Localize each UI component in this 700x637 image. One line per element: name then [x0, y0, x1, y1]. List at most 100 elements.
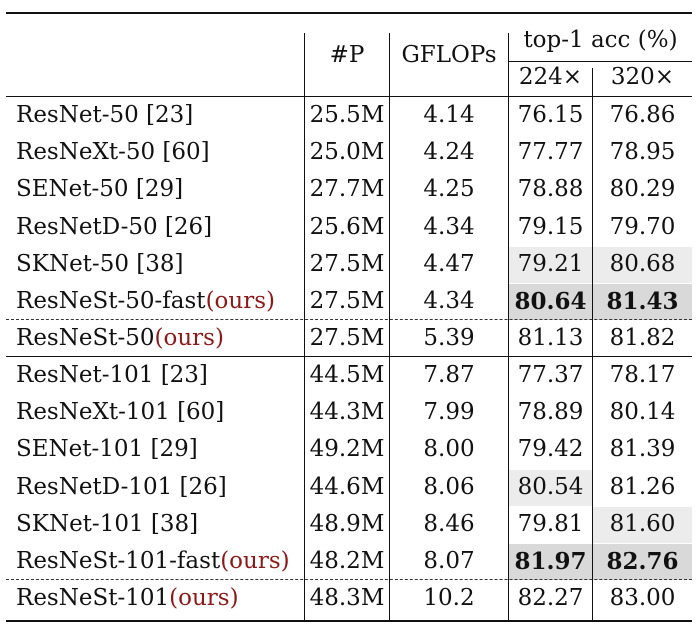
highlight-acc224: [509, 544, 592, 581]
model-name-text: ResNeSt-50-fast: [16, 288, 206, 314]
cell-gflops: 4.34: [423, 213, 475, 240]
model-name-text: ResNetD-50 [26]: [16, 213, 213, 240]
model-name-text: ResNeSt-50: [16, 325, 155, 352]
cell-gflops: 7.87: [423, 362, 475, 388]
cell-acc224: 78.89: [517, 399, 584, 426]
cell-acc320: 78.95: [609, 139, 676, 166]
model-name-text: ResNeSt-101: [16, 585, 170, 612]
cell-gflops: 5.39: [423, 325, 475, 352]
ours-tag: (ours): [169, 585, 239, 612]
cell-gflops: 7.99: [423, 399, 475, 426]
cell-acc320: 80.68: [609, 250, 676, 277]
highlight-acc224: [509, 469, 592, 506]
highlight-acc224: [509, 284, 592, 321]
cell-acc224: 80.54: [517, 473, 584, 500]
model-name-text: ResNeXt-50 [60]: [16, 139, 210, 166]
cell-params: 48.2M: [309, 548, 385, 574]
cell-acc224: 80.64: [514, 288, 587, 315]
ours-tag: (ours): [154, 325, 224, 352]
cell-params: 48.3M: [309, 585, 385, 612]
header-gflops: GFLOPs: [401, 42, 497, 68]
cell-gflops: 8.07: [423, 548, 475, 574]
cell-params: 25.0M: [309, 139, 385, 166]
cell-acc224: 79.21: [517, 250, 584, 277]
cell-params: 27.5M: [309, 288, 385, 314]
model-name: ResNeSt-50(ours): [16, 320, 304, 357]
highlight-acc320: [593, 284, 692, 321]
header-res-224: 224×: [518, 64, 583, 90]
cell-acc224: 79.81: [517, 510, 584, 537]
cell-gflops: 8.06: [423, 473, 475, 500]
cell-acc320: 82.76: [606, 548, 679, 575]
cell-gflops: 4.14: [423, 102, 475, 128]
model-name: ResNetD-50 [26]: [16, 209, 304, 246]
cell-acc320: 80.29: [609, 176, 676, 203]
cell-acc320: 81.82: [609, 325, 676, 352]
cell-params: 25.6M: [309, 213, 385, 240]
model-name: SKNet-101 [38]: [16, 506, 304, 543]
cell-acc320: 81.26: [609, 473, 676, 500]
model-name-text: ResNet-50 [23]: [16, 102, 194, 128]
highlight-acc320: [593, 506, 692, 543]
cell-gflops: 8.00: [423, 436, 475, 463]
bottom-rule: [6, 620, 692, 623]
cell-acc320: 79.70: [609, 213, 676, 240]
cell-acc224: 81.97: [514, 548, 587, 575]
cell-params: 44.5M: [309, 362, 385, 388]
cell-acc320: 81.39: [609, 436, 676, 463]
cell-acc224: 79.42: [517, 436, 584, 463]
model-name: SENet-101 [29]: [16, 431, 304, 468]
cell-params: 49.2M: [309, 436, 385, 463]
ours-tag: (ours): [220, 548, 290, 574]
cell-acc224: 77.77: [517, 139, 584, 166]
col-divider-name: [304, 33, 306, 620]
cell-params: 44.3M: [309, 399, 385, 426]
cell-gflops: 4.34: [423, 288, 475, 314]
model-name-text: SKNet-50 [38]: [16, 250, 184, 277]
model-name: ResNeXt-101 [60]: [16, 394, 304, 431]
cell-acc224: 82.27: [517, 585, 584, 612]
cell-gflops: 4.24: [423, 139, 475, 166]
model-name-text: SENet-101 [29]: [16, 436, 198, 463]
cell-params: 27.5M: [309, 250, 385, 277]
col-divider-params: [389, 33, 391, 620]
cell-acc320: 80.14: [609, 399, 676, 426]
cell-gflops: 4.47: [423, 250, 475, 277]
cell-acc320: 78.17: [609, 362, 676, 388]
group-header-rule: [509, 61, 692, 63]
model-name: ResNet-50 [23]: [16, 97, 304, 134]
cell-params: 44.6M: [309, 473, 385, 500]
highlight-acc320: [593, 544, 692, 581]
col-divider-acc: [592, 68, 594, 620]
highlight-acc224: [509, 246, 592, 283]
model-name: ResNeXt-50 [60]: [16, 134, 304, 171]
model-name-text: SENet-50 [29]: [16, 176, 184, 203]
cell-params: 25.5M: [309, 102, 385, 128]
cell-acc224: 78.88: [517, 176, 584, 203]
group-separator-rule: [6, 356, 692, 358]
model-name: SENet-50 [29]: [16, 171, 304, 208]
highlight-acc320: [593, 246, 692, 283]
model-name: ResNeSt-50-fast(ours): [16, 283, 304, 320]
cell-acc320: 81.60: [609, 510, 676, 537]
ours-tag: (ours): [205, 288, 275, 314]
cell-acc224: 81.13: [517, 325, 584, 352]
cell-params: 27.7M: [309, 176, 385, 203]
cell-params: 27.5M: [309, 325, 385, 352]
model-name-text: ResNetD-101 [26]: [16, 473, 227, 500]
cell-acc320: 81.43: [606, 288, 679, 315]
model-name-text: ResNeSt-101-fast: [16, 548, 221, 574]
top-rule: [6, 12, 692, 15]
model-name: SKNet-50 [38]: [16, 246, 304, 283]
model-name-text: SKNet-101 [38]: [16, 510, 199, 537]
cell-acc224: 77.37: [517, 362, 584, 388]
cell-gflops: 8.46: [423, 510, 475, 537]
model-name-text: ResNet-101 [23]: [16, 362, 208, 388]
model-name-text: ResNeXt-101 [60]: [16, 399, 225, 426]
header-acc-group: top-1 acc (%): [523, 27, 678, 53]
cell-acc320: 76.86: [609, 102, 676, 128]
cell-acc320: 83.00: [609, 585, 676, 612]
header-params: #P: [329, 42, 365, 68]
col-divider-gflops: [508, 33, 510, 620]
